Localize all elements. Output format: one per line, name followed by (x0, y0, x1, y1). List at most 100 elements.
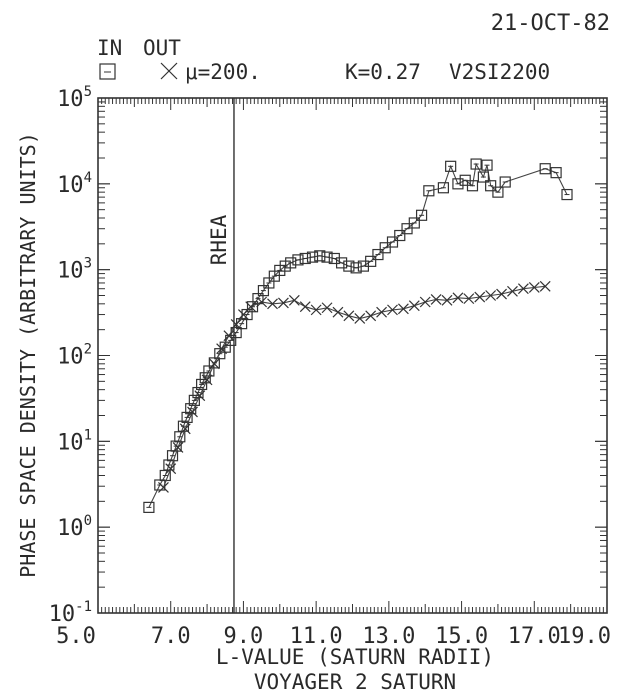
plot-frame (97, 97, 608, 614)
data-point-in (299, 252, 311, 265)
data-point-in (350, 262, 362, 274)
data-point-in (539, 163, 551, 175)
reference-lines: RHEA (207, 98, 235, 613)
data-point-out (397, 303, 409, 315)
data-point-in (292, 254, 304, 266)
data-point-out (452, 292, 464, 304)
data-point-out (419, 296, 431, 308)
mu-value: μ=200. (185, 60, 261, 84)
data-point-out (172, 441, 184, 453)
data-point-out (528, 282, 540, 293)
data-point-in (328, 252, 340, 265)
data-point-in (466, 180, 479, 192)
legend-in-label: IN (97, 36, 122, 60)
legend-out-label: OUT (143, 36, 181, 60)
data-point-in (379, 242, 391, 254)
data-point-out (267, 298, 278, 310)
data-point-out (208, 358, 220, 370)
data-point-in (365, 255, 377, 267)
data-point-in (394, 229, 406, 242)
data-point-out (430, 294, 442, 305)
data-point-in (401, 223, 413, 235)
y-tick-label: 100 (57, 513, 92, 541)
series-out (158, 280, 551, 493)
data-point-out (496, 288, 507, 300)
data-point-out (441, 294, 453, 306)
data-point-out (245, 301, 257, 313)
data-point-out (321, 302, 333, 314)
series-in (143, 158, 573, 513)
y-tick-label: 104 (57, 170, 92, 198)
data-point-in (499, 176, 511, 188)
data-point-out (332, 306, 344, 318)
data-point-out (474, 291, 486, 303)
data-point-out (179, 423, 191, 435)
data-point-in (561, 188, 573, 201)
data-point-out (539, 280, 551, 292)
data-point-in (470, 158, 482, 170)
data-point-out (187, 406, 198, 418)
data-point-out (485, 290, 497, 301)
y-tick-label: 101 (57, 427, 92, 455)
data-point-out (354, 313, 366, 324)
x-tick-label: 15.0 (435, 624, 488, 649)
y-tick-label: 10-1 (49, 599, 92, 627)
y-tick-label: 103 (57, 256, 92, 284)
data-point-out (376, 306, 388, 318)
data-point-in (445, 160, 457, 172)
data-point-out (216, 343, 228, 355)
data-point-in (423, 185, 435, 197)
run-id: V2SI2200 (449, 60, 550, 84)
legend-x-marker (160, 62, 178, 80)
x-tick-label: 19.0 (558, 624, 611, 649)
legend-square-marker (99, 63, 116, 80)
data-point-in (181, 411, 193, 424)
x-tick-label: 7.0 (151, 624, 191, 649)
data-point-in (154, 479, 166, 491)
y-axis-label: PHASE SPACE DENSITY (ARBITRARY UNITS) (16, 132, 40, 578)
y-tick-label: 105 (57, 84, 92, 112)
data-point-out (463, 293, 475, 305)
data-point-in (481, 159, 493, 171)
data-point-in (335, 257, 348, 269)
data-point-out (230, 319, 242, 330)
data-point-in (415, 209, 428, 221)
data-point-in (477, 171, 489, 183)
data-point-in (314, 250, 326, 262)
chart-title: VOYAGER 2 SATURN (254, 670, 456, 694)
data-point-in (306, 251, 319, 263)
data-point-in (550, 167, 562, 179)
data-point-out (387, 304, 398, 316)
data-point-out (165, 463, 177, 475)
data-point-out (201, 374, 213, 386)
data-point-in (485, 180, 497, 192)
series-line-out (162, 285, 546, 488)
data-point-out (343, 310, 355, 322)
data-point-out (507, 285, 518, 297)
data-point-out (277, 297, 289, 309)
data-point-in (386, 236, 399, 248)
data-point-out (408, 300, 420, 312)
data-point-in (372, 248, 384, 261)
x-tick-label: 9.0 (224, 624, 264, 649)
k-value: K=0.27 (345, 60, 421, 84)
x-tick-label: 11.0 (290, 624, 343, 649)
data-point-in (321, 251, 333, 263)
data-point-in (492, 186, 504, 198)
data-point-in (285, 257, 297, 269)
data-point-out (158, 482, 169, 493)
data-point-in (408, 217, 420, 229)
data-point-out (299, 301, 311, 313)
data-point-in (437, 182, 449, 194)
x-axis-label: L-VALUE (SATURN RADII) (216, 645, 494, 669)
y-tick-labels: 105 104 103 102 101 100 10-1 (49, 84, 92, 627)
data-point-in (452, 178, 464, 190)
series-layer (143, 158, 573, 513)
x-tick-label: 5.0 (56, 624, 96, 649)
data-point-out (223, 330, 235, 342)
x-tick-labels: 5.0 7.0 9.0 11.0 13.0 15.0 17.019.0 (56, 624, 611, 649)
x-tick-label: 17.0 (508, 624, 561, 649)
data-point-in (143, 501, 155, 513)
data-point-out (365, 310, 377, 322)
